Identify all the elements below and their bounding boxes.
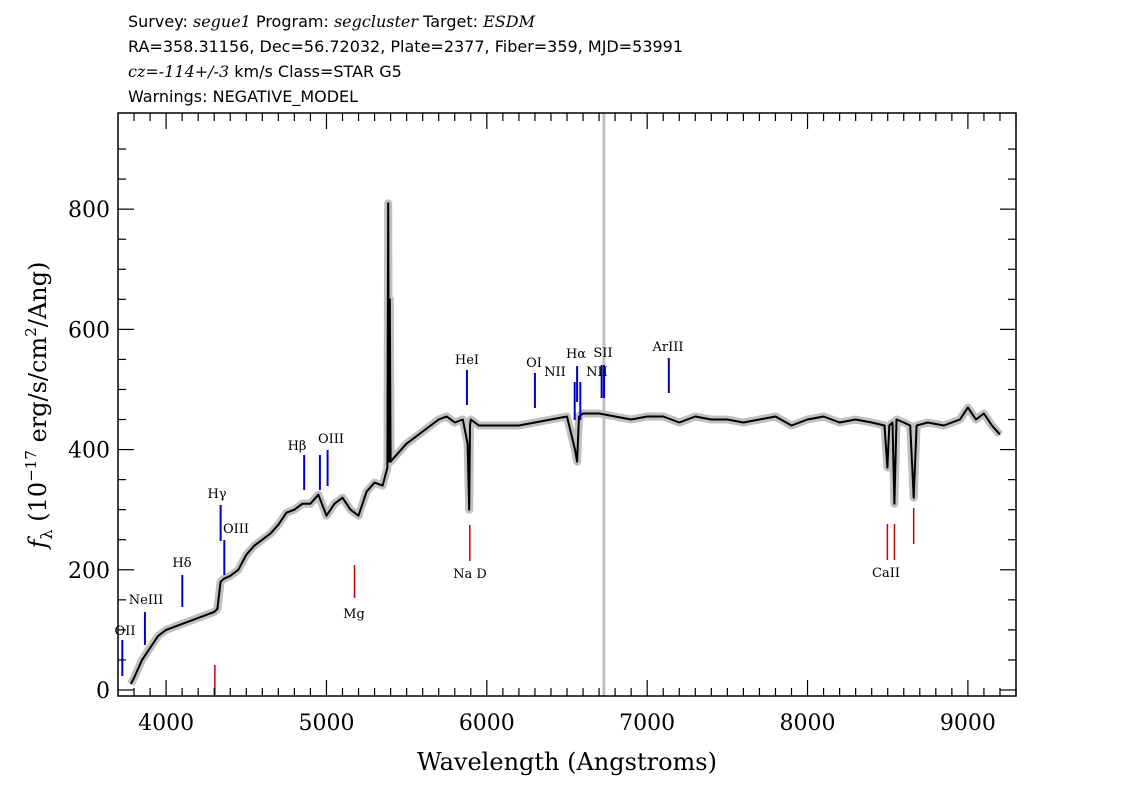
line-label-neiii: NeIII: [129, 593, 163, 608]
line-label-hdelta: Hδ: [172, 556, 191, 571]
target-label: Target:: [423, 12, 478, 31]
x-axis-title: Wavelength (Angstroms): [417, 748, 717, 776]
header-line-2: RA=358.31156, Dec=56.72032, Plate=2377, …: [128, 37, 684, 56]
line-label-halpha: Hα: [566, 347, 586, 362]
survey-label: Survey:: [128, 12, 188, 31]
line-label-nii_a: NII: [544, 365, 566, 380]
line-label-hbeta: Hβ: [288, 439, 307, 454]
cz-label: cz=: [128, 62, 159, 81]
x-tick-label: 7000: [619, 711, 675, 736]
line-label-mg: Mg: [343, 607, 365, 622]
header-line-1: Survey: segue1 Program: segcluster Targe…: [128, 12, 535, 32]
class-text: Class=STAR G5: [277, 62, 402, 81]
line-label-nad: Na D: [453, 567, 487, 582]
flux-error-band: [127, 199, 1003, 686]
x-tick-label: 5000: [298, 711, 354, 736]
line-label-ariii: ArIII: [651, 340, 683, 355]
program-label: Program:: [255, 12, 329, 31]
cz-value: -114+/-3: [158, 62, 230, 81]
y-tick-label: 0: [96, 679, 110, 704]
line-label-oii: OII: [115, 624, 136, 639]
y-axis-title: fλ (10−17 erg/s/cm2/Ang): [22, 262, 56, 551]
survey-value: segue1: [192, 12, 251, 31]
line-label-oiii_b: OIII: [318, 432, 344, 447]
line-label-nii_b: NII: [586, 365, 608, 380]
line-label-oiii_a: OIII: [223, 522, 249, 537]
program-value: segcluster: [333, 12, 419, 31]
x-tick-label: 9000: [940, 711, 996, 736]
flux-series-line: [129, 202, 1001, 685]
line-label-hei: HeI: [455, 353, 479, 368]
plot-frame: [117, 112, 1017, 697]
line-label-hgamma: Hγ: [207, 487, 226, 502]
x-tick-label: 6000: [459, 711, 515, 736]
y-tick-label: 800: [68, 198, 110, 223]
line-label-caii: CaII: [872, 566, 900, 581]
x-tick-label: 4000: [138, 711, 194, 736]
header-line-3: cz=-114+/-3 km/s Class=STAR G5: [128, 62, 402, 82]
target-value: ESDM: [483, 12, 535, 31]
y-tick-label: 400: [68, 439, 110, 464]
y-tick-label: 200: [68, 559, 110, 584]
header-line-4: Warnings: NEGATIVE_MODEL: [128, 87, 359, 106]
line-label-oi: OI: [526, 356, 542, 371]
x-tick-label: 8000: [780, 711, 836, 736]
cz-unit: km/s: [234, 62, 273, 81]
line-label-sii: SII: [593, 346, 612, 361]
y-tick-label: 600: [68, 318, 110, 343]
